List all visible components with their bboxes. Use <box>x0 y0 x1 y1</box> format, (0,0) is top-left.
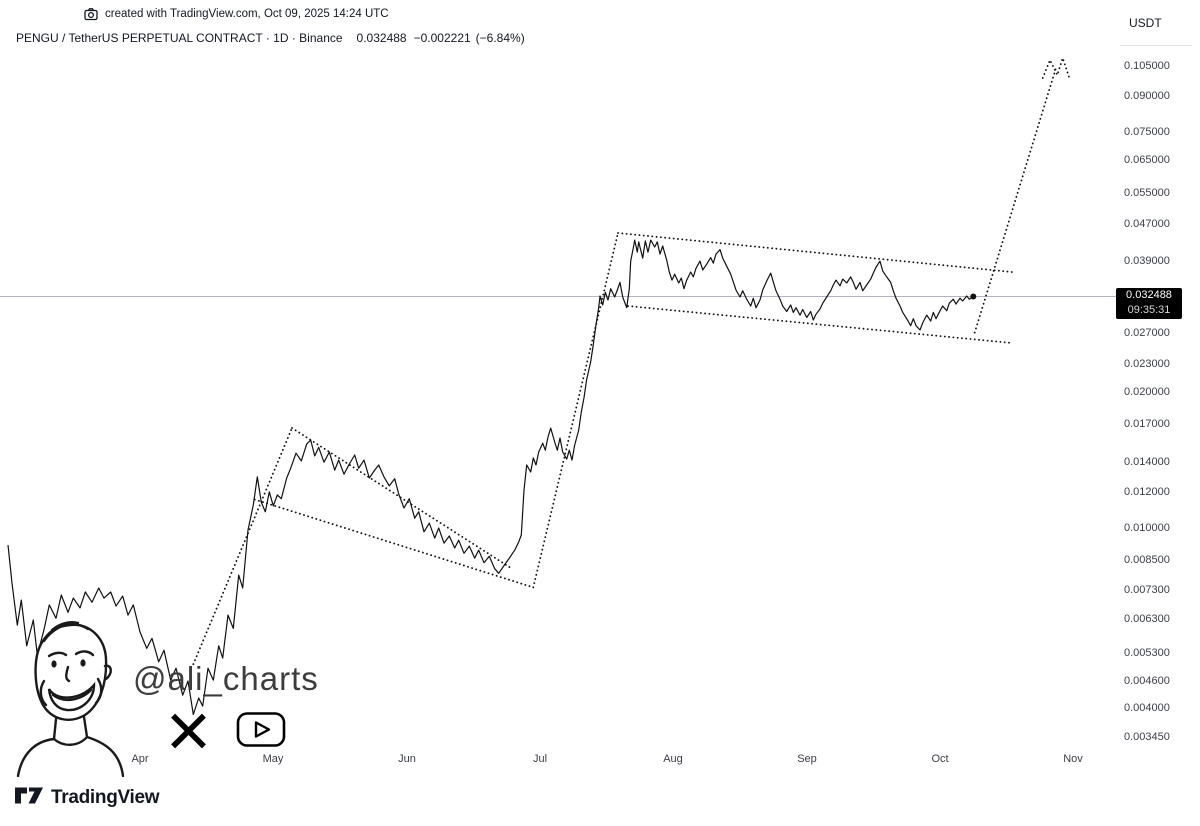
legend-price-change: −0.002221 <box>413 31 471 45</box>
last-price-dot <box>970 293 977 300</box>
price-tick-label: 0.047000 <box>1124 218 1170 230</box>
price-series-line <box>7 239 974 716</box>
annotation-projection-line[interactable] <box>973 64 1058 334</box>
price-tick-label: 0.008500 <box>1124 554 1170 566</box>
youtube-logo-icon <box>236 711 286 753</box>
price-tick-label: 0.065000 <box>1124 154 1170 166</box>
quote-currency-button[interactable]: USDT <box>1120 0 1192 46</box>
watermark-handle: @ali_charts <box>133 660 319 697</box>
camera-icon <box>84 7 98 21</box>
price-tick-label: 0.014000 <box>1124 456 1170 468</box>
current-price-badge: 0.032488 09:35:31 <box>1116 288 1182 319</box>
face-drawing <box>8 610 133 782</box>
price-tick-label: 0.004000 <box>1124 702 1170 714</box>
tradingview-logo-mark-icon <box>14 785 44 811</box>
symbol-title[interactable]: PENGU / TetherUS PERPETUAL CONTRACT · 1D… <box>16 31 343 45</box>
price-tick-label: 0.020000 <box>1124 386 1170 398</box>
price-tick-label: 0.055000 <box>1124 187 1170 199</box>
annotation-projection-top[interactable] <box>1041 57 1071 81</box>
price-tick-label: 0.004600 <box>1124 675 1170 687</box>
bar-countdown-timer: 09:35:31 <box>1127 304 1171 316</box>
price-tick-label: 0.023000 <box>1124 358 1170 370</box>
current-price-value: 0.032488 <box>1126 289 1172 301</box>
price-tick-label: 0.027000 <box>1124 327 1170 339</box>
price-tick-label: 0.010000 <box>1124 522 1170 534</box>
price-tick-label: 0.039000 <box>1124 255 1170 267</box>
annotation-channel2-upper[interactable] <box>617 232 1013 273</box>
chart-pane[interactable] <box>0 0 1120 826</box>
tradingview-logo-text: TradingView <box>51 787 160 808</box>
price-scale[interactable]: USDT 0.105000 0.090000 0.075000 0.065000 0.0… <box>1120 0 1200 826</box>
price-tick-label: 0.003450 <box>1124 731 1170 743</box>
legend-last-price: 0.032488 <box>356 31 407 45</box>
annotation-april-rally-line[interactable] <box>192 427 293 666</box>
price-tick-label: 0.005300 <box>1124 647 1170 659</box>
price-tick-label: 0.017000 <box>1124 418 1170 430</box>
x-logo-icon <box>170 712 207 755</box>
price-tick-label: 0.105000 <box>1124 60 1170 72</box>
symbol-legend: PENGU / TetherUS PERPETUAL CONTRACT · 1D… <box>16 31 525 45</box>
price-tick-label: 0.007300 <box>1124 584 1170 596</box>
annotation-july-rally-line[interactable] <box>532 232 619 589</box>
annotation-channel1-upper[interactable] <box>291 427 513 570</box>
tradingview-logo[interactable]: TradingView <box>14 785 160 811</box>
annotation-channel1-lower[interactable] <box>253 498 535 589</box>
attribution-text: created with TradingView.com, Oct 09, 20… <box>105 8 389 20</box>
attribution-bar: created with TradingView.com, Oct 09, 20… <box>0 0 1200 28</box>
legend-price-change-percent: (−6.84%) <box>475 31 525 45</box>
price-tick-label: 0.012000 <box>1124 486 1170 498</box>
price-tick-label: 0.075000 <box>1124 126 1170 138</box>
price-tick-label: 0.090000 <box>1124 90 1170 102</box>
annotation-channel2-lower[interactable] <box>627 305 1013 344</box>
price-tick-label: 0.006300 <box>1124 613 1170 625</box>
